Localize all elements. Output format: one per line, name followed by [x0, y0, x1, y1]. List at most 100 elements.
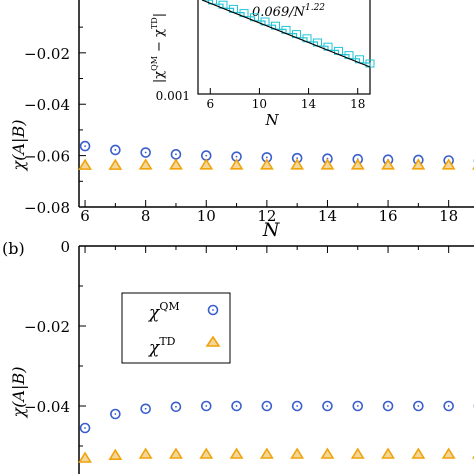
legend-marker-td — [205, 335, 221, 347]
td-point — [441, 447, 456, 459]
td-point — [350, 158, 365, 170]
qm-point-dot — [265, 405, 268, 407]
qm-point-dot — [235, 155, 238, 158]
x-tick-label: 18 — [439, 207, 458, 225]
legend-box — [121, 292, 231, 364]
legend-marker-qm-dot — [212, 309, 214, 311]
qm-point-dot — [175, 405, 177, 408]
qm-point-dot — [205, 405, 208, 407]
legend-marker-qm — [207, 304, 219, 316]
panel-b-y-label: χ(A|B) — [9, 367, 28, 419]
inset-y-tick-label: 0.001 — [156, 89, 190, 103]
td-point — [78, 158, 92, 170]
inset-x-tick-label: 14 — [301, 97, 317, 111]
qm-point-dot — [175, 153, 177, 156]
qm-point-dot — [205, 154, 208, 157]
td-point — [229, 447, 244, 459]
td-point — [169, 447, 183, 459]
qm-point — [231, 400, 242, 412]
inset-x-ticks: 6 10 14 18 — [206, 88, 365, 111]
qm-point-dot — [84, 427, 86, 429]
panel-a-x-label: N — [262, 219, 281, 241]
y-tick-label: −0.02 — [24, 45, 70, 63]
qm-point-dot — [356, 405, 359, 407]
td-point — [259, 158, 274, 170]
qm-point-dot — [144, 151, 147, 154]
qm-point — [322, 400, 333, 412]
y-tick-label: −0.02 — [24, 318, 70, 336]
td-point — [259, 447, 274, 459]
panel-a-data-points — [78, 140, 474, 170]
inset-x-tick-label: 10 — [252, 97, 267, 111]
qm-point — [110, 408, 121, 420]
inset-x-tick-label: 6 — [206, 97, 214, 111]
panel-b-label: (b) — [2, 239, 25, 258]
y-tick-label: −0.04 — [24, 398, 70, 416]
panel-b-top-ticks — [84, 246, 450, 253]
td-point — [199, 158, 214, 170]
x-tick-label: 6 — [80, 207, 90, 225]
td-point — [199, 447, 214, 459]
qm-point — [291, 400, 303, 412]
inset-x-tick-label: 18 — [350, 97, 365, 111]
qm-point — [140, 147, 151, 158]
qm-point-dot — [235, 405, 238, 407]
td-point — [411, 158, 426, 170]
td-point — [381, 447, 395, 459]
panel-b-y-ticks: 0 −0.02 −0.04 — [24, 238, 86, 447]
qm-point — [79, 422, 91, 434]
qm-point — [140, 403, 151, 415]
td-point — [169, 158, 183, 170]
qm-point-dot — [114, 149, 117, 151]
qm-point-dot — [417, 405, 420, 407]
qm-point-dot — [326, 405, 329, 407]
panel-b-data-points — [78, 400, 474, 463]
td-point — [108, 158, 123, 170]
qm-point — [382, 400, 394, 412]
qm-point-dot — [387, 405, 389, 407]
inset-fit-line — [201, 0, 371, 68]
qm-point — [261, 400, 273, 412]
x-tick-label: 8 — [141, 207, 151, 225]
qm-point — [79, 140, 91, 152]
td-point — [290, 158, 305, 170]
td-point — [411, 447, 426, 459]
qm-point — [110, 144, 121, 156]
inset: 6 10 14 18 0.001 |χQM − χTD| N 0.069/N1.22 — [150, 0, 375, 129]
x-tick-label: 14 — [318, 207, 337, 225]
qm-point — [352, 400, 364, 412]
td-point — [78, 451, 92, 463]
td-point — [320, 158, 335, 170]
td-point — [138, 158, 153, 170]
y-tick-label: −0.04 — [24, 96, 70, 114]
qm-point-dot — [265, 156, 268, 159]
qm-point-dot — [114, 413, 117, 415]
qm-point-dot — [144, 407, 147, 410]
td-point — [290, 447, 305, 459]
panel-a: −0.02 −0.04 −0.06 −0.08 6 8 10 12 14 16 18 χ(A|B)… — [9, 0, 474, 241]
panel-a-x-ticks: 6 8 10 12 14 16 18 — [80, 200, 458, 225]
x-tick-label: 10 — [197, 207, 216, 225]
x-tick-label: 16 — [379, 207, 398, 225]
td-point — [441, 158, 456, 170]
y-tick-label: −0.06 — [24, 148, 70, 166]
inset-y-label: |χQM − χTD| — [150, 13, 167, 83]
panel-a-y-label: χ(A|B) — [9, 120, 28, 172]
td-point — [381, 158, 395, 170]
td-point — [229, 158, 244, 170]
panel-a-y-ticks: −0.02 −0.04 −0.06 −0.08 — [24, 26, 86, 217]
td-point — [108, 448, 123, 461]
y-tick-label: −0.08 — [24, 199, 70, 217]
td-point — [350, 447, 365, 459]
qm-point-dot — [447, 405, 450, 407]
qm-point — [413, 400, 424, 412]
legend: χQM χTD — [121, 292, 231, 364]
qm-point-dot — [84, 145, 86, 148]
qm-point — [200, 400, 212, 412]
panel-b: (b) 0 −0.02 −0.04 χ(A|B) χQM χTD — [2, 238, 474, 474]
y-tick-label: 0 — [60, 238, 70, 256]
qm-point-dot — [296, 405, 299, 407]
inset-x-label: N — [264, 111, 279, 129]
qm-point-dot — [296, 157, 299, 160]
